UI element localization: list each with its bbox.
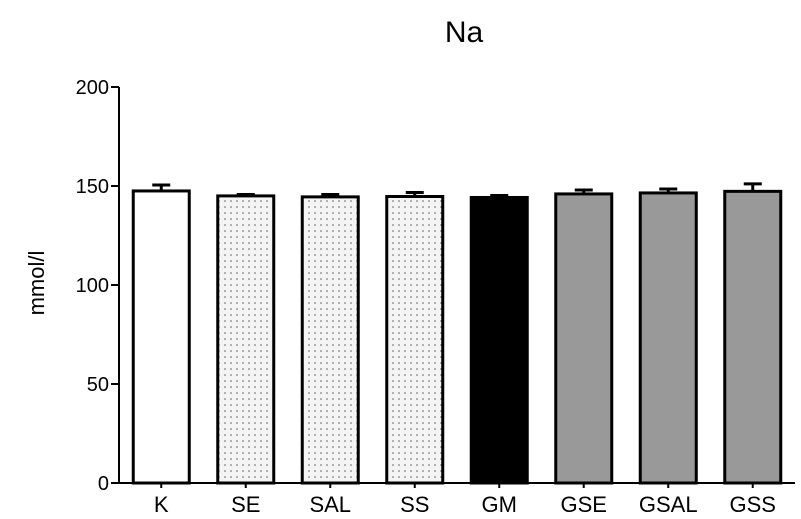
x-tick-label-gss: GSS <box>730 492 776 517</box>
y-tick-label-150: 150 <box>76 176 109 198</box>
bar-se <box>216 194 276 485</box>
x-tick-label-se: SE <box>231 492 260 517</box>
y-tick-label-100: 100 <box>76 275 109 297</box>
x-tick-label-gm: GM <box>482 492 517 517</box>
y-tick-label-200: 200 <box>76 77 109 99</box>
chart-title: Na <box>445 16 484 49</box>
bar-gss <box>723 189 783 485</box>
bar-gm <box>469 195 529 485</box>
bars-group <box>131 189 783 485</box>
bar-sal <box>300 195 360 485</box>
y-tick-label-50: 50 <box>87 374 109 396</box>
x-tick-label-k: K <box>154 492 169 517</box>
bar-ss <box>385 194 445 485</box>
error-bars-group <box>152 182 762 198</box>
x-tick-label-gse: GSE <box>561 492 607 517</box>
axes-group: K SE SAL SS GM GSE GSAL GSS 0 50 100 150 200 <box>76 77 795 517</box>
bar-k <box>131 189 191 485</box>
bar-gse <box>554 192 614 485</box>
x-tick-label-gsal: GSAL <box>639 492 698 517</box>
x-tick-label-ss: SS <box>400 492 429 517</box>
y-axis-label: mmol/l <box>24 251 49 316</box>
x-tick-label-sal: SAL <box>309 492 351 517</box>
y-tick-label-0: 0 <box>98 473 109 495</box>
bar-gsal <box>638 191 698 485</box>
